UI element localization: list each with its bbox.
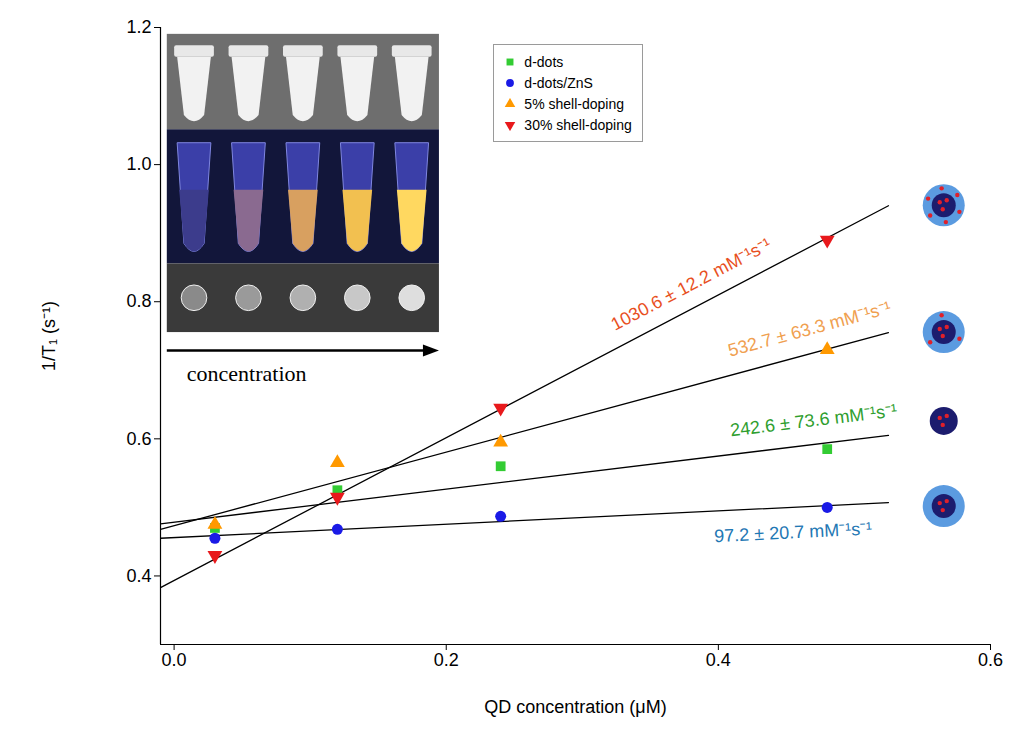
svg-text:0.4: 0.4 — [706, 650, 731, 670]
html-text:30% shell-doping: 30% shell-doping — [524, 116, 632, 133]
svg-text:QD concentration (μM): QD concentration (μM) — [484, 697, 666, 717]
svg-text:97.2 ± 20.7 mM⁻¹s⁻¹: 97.2 ± 20.7 mM⁻¹s⁻¹ — [714, 519, 873, 547]
svg-text:0.0: 0.0 — [162, 650, 187, 670]
svg-text:0.2: 0.2 — [434, 650, 459, 670]
html-text:d-dots/ZnS: d-dots/ZnS — [524, 74, 593, 91]
svg-text:concentration: concentration — [187, 361, 307, 386]
svg-text:1/T₁ (s⁻¹): 1/T₁ (s⁻¹) — [39, 301, 59, 371]
html-text:5% shell-doping: 5% shell-doping — [524, 95, 624, 112]
svg-text:532.7 ± 63.3 mM⁻¹s⁻¹: 532.7 ± 63.3 mM⁻¹s⁻¹ — [726, 297, 893, 360]
svg-text:0.4: 0.4 — [126, 566, 151, 586]
svg-text:0.8: 0.8 — [126, 291, 151, 311]
svg-text:0.6: 0.6 — [978, 650, 1003, 670]
svg-text:0.6: 0.6 — [126, 429, 151, 449]
svg-text:1.0: 1.0 — [126, 154, 151, 174]
svg-text:242.6 ± 73.6 mM⁻¹s⁻¹: 242.6 ± 73.6 mM⁻¹s⁻¹ — [729, 400, 898, 440]
html-text:d-dots: d-dots — [524, 53, 564, 70]
svg-text:1.2: 1.2 — [126, 17, 151, 37]
svg-text:1030.6 ± 12.2 mM⁻¹s⁻¹: 1030.6 ± 12.2 mM⁻¹s⁻¹ — [608, 234, 775, 334]
